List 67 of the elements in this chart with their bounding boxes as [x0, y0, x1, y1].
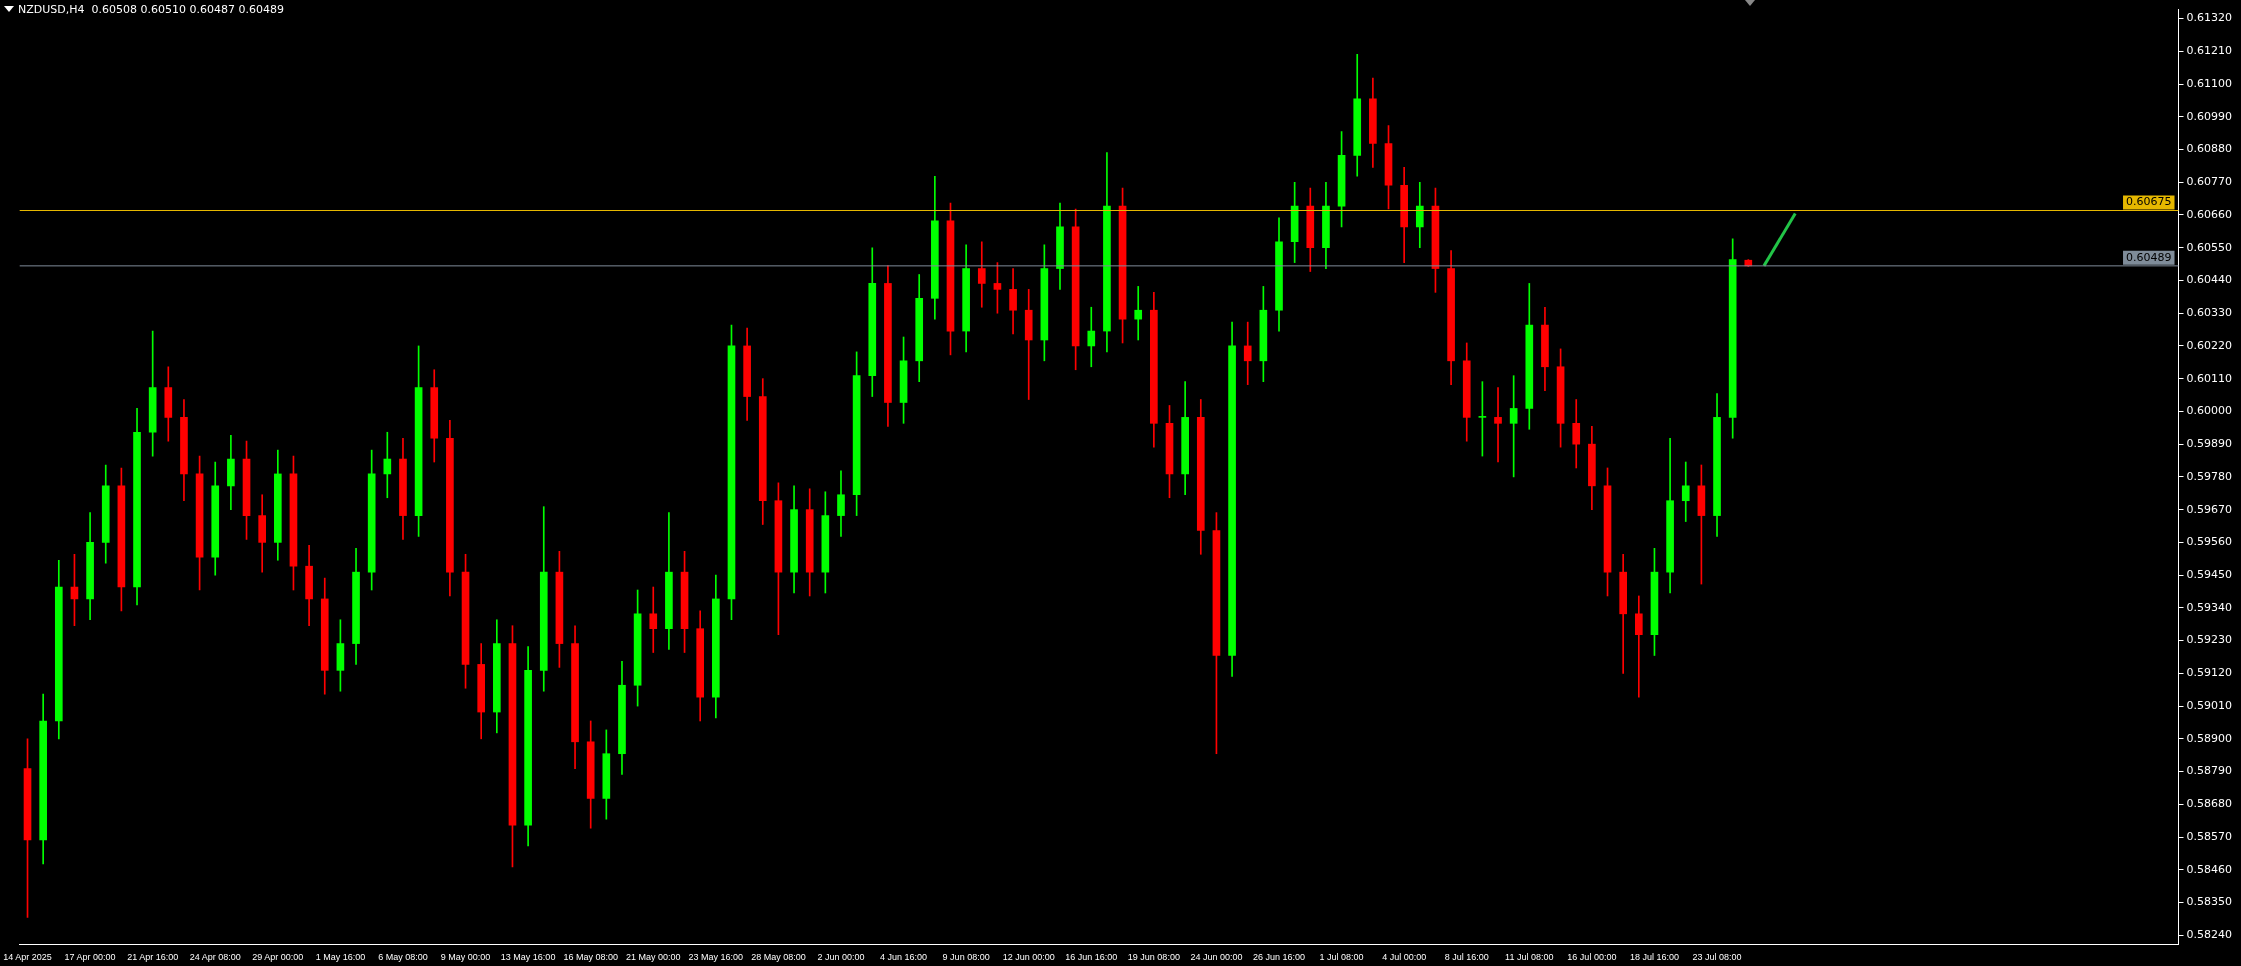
x-tick-label: 16 Jun 16:00 [1065, 952, 1118, 963]
candlestick [1634, 595, 1643, 698]
y-tick-label: 0.59340 [2186, 600, 2233, 614]
x-tick-label: 19 Jun 08:00 [1127, 952, 1180, 963]
y-tick-label: 0.59890 [2186, 437, 2233, 451]
y-tick-label: 0.58680 [2186, 797, 2233, 811]
x-tick-label: 4 Jun 16:00 [880, 952, 928, 963]
x-tick-label: 17 Apr 00:00 [64, 952, 116, 963]
y-tick-label: 0.59450 [2186, 567, 2233, 581]
x-tick-label: 1 May 16:00 [315, 952, 366, 963]
x-tick-label: 12 Jun 00:00 [1002, 952, 1055, 963]
y-tick-label: 0.60220 [2186, 338, 2233, 352]
x-tick-label: 4 Jul 00:00 [1382, 952, 1427, 963]
x-tick-label: 6 May 08:00 [378, 952, 428, 963]
ref-line-label: 0.60675 [2126, 195, 2172, 209]
y-tick-label: 0.60550 [2186, 240, 2233, 254]
x-tick-label: 29 Apr 00:00 [252, 952, 304, 963]
x-tick-label: 21 Apr 16:00 [127, 952, 179, 963]
y-tick-label: 0.60770 [2186, 175, 2233, 189]
x-tick-label: 24 Jun 00:00 [1190, 952, 1243, 963]
y-tick-label: 0.61320 [2186, 11, 2233, 25]
y-tick-label: 0.59230 [2186, 633, 2233, 647]
y-tick-label: 0.60440 [2186, 273, 2233, 287]
x-tick-label: 14 Apr 2025 [3, 952, 52, 963]
x-tick-label: 23 May 16:00 [688, 952, 744, 963]
x-tick-label: 24 Apr 08:00 [189, 952, 241, 963]
candlestick [1243, 321, 1252, 385]
y-tick-label: 0.58790 [2186, 764, 2233, 778]
x-tick-label: 9 May 00:00 [440, 952, 491, 963]
y-tick-label: 0.60990 [2186, 109, 2233, 123]
candlestick [1494, 387, 1502, 463]
ref-line-label: 0.60489 [2126, 250, 2172, 264]
x-tick-label: 13 May 16:00 [500, 952, 556, 963]
y-tick-label: 0.60110 [2186, 371, 2233, 385]
x-tick-label: 26 Jun 16:00 [1252, 952, 1306, 963]
y-tick-label: 0.61100 [2186, 76, 2233, 90]
x-tick-label: 16 May 08:00 [563, 952, 618, 963]
x-tick-label: 28 May 08:00 [751, 952, 806, 963]
x-tick-label: 11 Jul 08:00 [1505, 952, 1554, 963]
y-tick-label: 0.59780 [2186, 469, 2233, 483]
y-tick-label: 0.60880 [2186, 142, 2233, 156]
x-tick-label: 2 Jun 00:00 [817, 952, 865, 963]
y-tick-label: 0.60330 [2186, 306, 2233, 320]
x-tick-label: 1 Jul 08:00 [1319, 952, 1364, 963]
chart-title: NZDUSD,H4 0.60508 0.60510 0.60487 0.60489 [18, 3, 284, 16]
candlestick [383, 431, 392, 499]
y-tick-label: 0.59560 [2186, 535, 2233, 549]
y-tick-label: 0.58350 [2186, 895, 2233, 909]
y-tick-label: 0.61210 [2186, 44, 2233, 58]
candlestick [649, 586, 658, 653]
y-tick-label: 0.58460 [2186, 862, 2233, 876]
candlestick [1087, 306, 1096, 368]
candlestick [1134, 286, 1143, 341]
y-tick-label: 0.58900 [2186, 731, 2233, 745]
x-tick-label: 21 May 00:00 [625, 952, 681, 963]
y-tick-label: 0.59670 [2186, 502, 2233, 516]
x-tick-label: 8 Jul 16:00 [1444, 952, 1489, 963]
y-tick-label: 0.58240 [2186, 928, 2233, 942]
y-tick-label: 0.59010 [2186, 698, 2233, 712]
x-tick-label: 23 Jul 08:00 [1692, 952, 1742, 963]
y-tick-label: 0.60000 [2186, 404, 2233, 418]
x-tick-label: 9 Jun 08:00 [942, 952, 990, 963]
y-tick-label: 0.58570 [2186, 829, 2233, 843]
y-tick-label: 0.60660 [2186, 207, 2233, 221]
x-tick-label: 18 Jul 16:00 [1629, 952, 1679, 963]
y-tick-label: 0.59120 [2186, 666, 2233, 680]
x-tick-label: 16 Jul 00:00 [1567, 952, 1617, 963]
